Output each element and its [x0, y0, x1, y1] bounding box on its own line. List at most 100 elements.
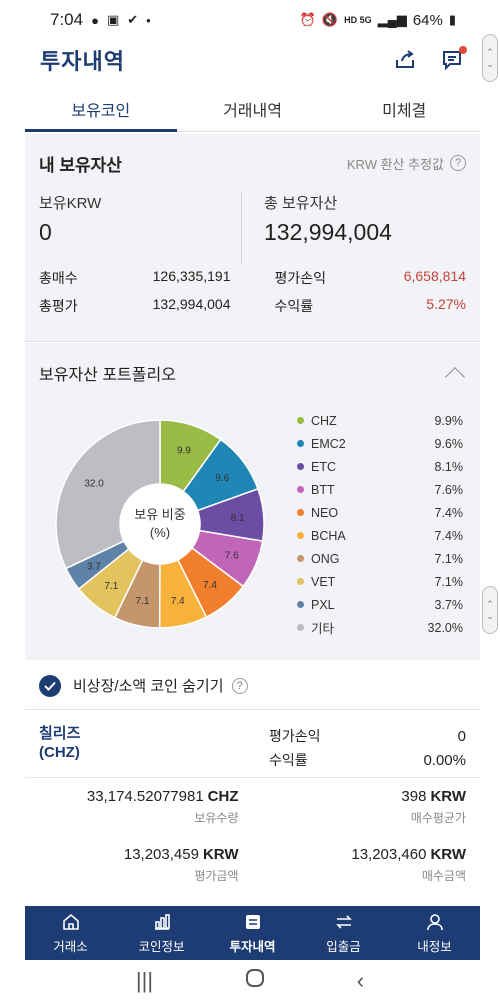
legend-item: NEO 7.4%: [297, 501, 463, 524]
coin-avg-value: 398: [401, 788, 427, 805]
nav-deposit-withdraw-label: 입출금: [326, 939, 361, 954]
coin-name: 칠리즈 (CHZ): [39, 724, 269, 777]
chat-icon[interactable]: [440, 46, 467, 73]
my-assets-panel: 내 보유자산 KRW 환산 추정값 ? 보유KRW 0 총 보유자산 132,9…: [25, 134, 480, 342]
coin-pnl-label: 평가손익: [269, 728, 321, 744]
coin-qty-label: 보유수량: [194, 811, 239, 825]
legend-percent: 7.4%: [434, 528, 464, 543]
coin-roi-row: 수익률 0.00%: [269, 748, 466, 772]
eval-total: 총평가 132,994,004: [39, 296, 253, 316]
legend-percent: 7.1%: [434, 551, 464, 566]
portfolio-body: 9.9 9.6 8.1 7.6 7.4 7.4 7.1 7.1 3.7 32.0 보유 비중 (%…: [25, 403, 480, 653]
pnl-value: 6,658,814: [403, 268, 466, 284]
mute-icon: 🔇: [321, 12, 339, 27]
pie-slice-label: 7.4: [171, 596, 185, 607]
tab-pending[interactable]: 미체결: [328, 86, 480, 131]
legend-item: 기타 32.0%: [297, 616, 463, 639]
coin-avg-price: 398 KRW 매수평균가: [267, 788, 466, 826]
nav-coin-info[interactable]: 코인정보: [116, 906, 207, 960]
krw-holding-label: 보유KRW: [39, 195, 102, 212]
pie-slice-label: 7.1: [136, 596, 150, 607]
nav-deposit-withdraw[interactable]: 입출금: [298, 906, 389, 960]
help-icon[interactable]: ?: [231, 677, 248, 694]
total-holding-label: 총 보유자산: [264, 195, 338, 212]
share-icon[interactable]: [392, 47, 418, 73]
legend-swatch: [297, 440, 304, 447]
total-holding-value: 132,994,004: [264, 219, 392, 245]
battery-level: 64%: [412, 11, 443, 29]
legend-label: ETC: [311, 459, 336, 474]
buy-total: 총매수 126,335,191: [39, 268, 253, 288]
portfolio-legend: CHZ 9.9% EMC2 9.6% ETC 8.1% BTT 7.6% NEO 7.4% BCHA…: [297, 409, 463, 639]
battery-icon: ▮: [448, 12, 456, 27]
coin-pnl-value: 0: [457, 727, 466, 745]
legend-item: ETC 8.1%: [297, 455, 463, 478]
coin-card[interactable]: 칠리즈 (CHZ) 평가손익 0 수익률 0.00% 33,174.520779…: [25, 712, 480, 904]
roi-value: 5.27%: [426, 296, 466, 312]
hide-small-coins-toggle[interactable]: 비상장/소액 코인 숨기기 ?: [25, 662, 480, 710]
krw-estimate-label: KRW 환산 추정값: [346, 156, 444, 172]
legend-label: ONG: [311, 551, 340, 566]
coin-roi-label: 수익률: [269, 752, 308, 768]
coin-qty-unit: CHZ: [207, 788, 239, 805]
coin-details: 33,174.52077981 CHZ 보유수량 398 KRW 매수평균가 13,…: [25, 778, 480, 894]
tab-pending-label: 미체결: [382, 102, 427, 120]
legend-item: CHZ 9.9%: [297, 409, 463, 432]
nav-my-info[interactable]: 내정보: [389, 906, 480, 960]
pie-slice-label: 7.1: [104, 581, 118, 592]
krw-estimate-note[interactable]: KRW 환산 추정값 ?: [347, 154, 466, 173]
chat-notification-icon: ●: [91, 12, 99, 28]
app-notification-icon: ✔: [127, 12, 139, 27]
nav-investments[interactable]: 투자내역: [207, 906, 298, 960]
coin-eval-label: 평가금액: [194, 869, 239, 883]
tab-bar: 보유코인 거래내역 미체결: [25, 86, 480, 132]
collapse-chevron-icon[interactable]: [445, 367, 465, 387]
coin-buy-label: 매수금액: [421, 869, 466, 883]
status-bar: 7:04 ● ▣ ✔ • ⏰ 🔇 HD 5G ▂▄▆ 64% ▮: [0, 0, 500, 40]
donut-center-unit: (%): [150, 525, 170, 540]
legend-label: 기타: [311, 622, 335, 636]
coin-buy-amount: 13,203,460 KRW 매수금액: [267, 846, 466, 884]
legend-label: PXL: [311, 597, 335, 612]
legend-item: BCHA 7.4%: [297, 524, 463, 547]
coin-buy-unit: KRW: [430, 846, 466, 863]
coin-eval-value: 13,203,459: [123, 846, 199, 863]
nav-coin-info-label: 코인정보: [138, 939, 185, 954]
recent-apps-icon[interactable]: |||: [135, 968, 154, 993]
tab-holdings[interactable]: 보유코인: [25, 86, 177, 132]
my-assets-header: 내 보유자산 KRW 환산 추정값 ?: [25, 134, 480, 192]
back-icon[interactable]: ‹: [356, 968, 365, 993]
pnl-label: 평가손익: [274, 270, 327, 286]
status-left: 7:04 ● ▣ ✔ •: [50, 10, 151, 30]
edge-panel-handle-top[interactable]: ⌃ ⌄: [482, 34, 498, 82]
legend-item: EMC2 9.6%: [297, 432, 463, 455]
tab-trade-history[interactable]: 거래내역: [177, 86, 329, 131]
edge-panel-handle-mid[interactable]: ⌃ ⌄: [482, 586, 498, 634]
pie-slice-label: 7.4: [203, 580, 217, 591]
roi-label: 수익률: [274, 298, 314, 314]
nav-exchange[interactable]: 거래소: [25, 906, 116, 960]
legend-swatch: [297, 509, 304, 516]
chart-icon: [154, 913, 170, 930]
checkbox-checked-icon[interactable]: [39, 674, 61, 697]
coin-qty: 33,174.52077981 CHZ 보유수량: [39, 788, 267, 826]
pie-slice-label: 9.9: [177, 446, 191, 457]
legend-percent: 7.6%: [434, 482, 464, 497]
home-button-icon[interactable]: [245, 968, 265, 994]
legend-swatch: [297, 486, 304, 493]
signal-icon: ▂▄▆: [377, 12, 407, 27]
legend-swatch: [297, 463, 304, 470]
krw-holding-value: 0: [39, 219, 52, 245]
legend-label: EMC2: [311, 436, 346, 451]
portfolio-header[interactable]: 보유자산 포트폴리오: [25, 343, 480, 403]
asset-stats-row: 총매수 126,335,191 평가손익 6,658,814: [39, 264, 466, 292]
eval-total-value: 132,994,004: [152, 296, 231, 312]
my-assets-title: 내 보유자산: [39, 155, 122, 175]
coin-buy-value: 13,203,460: [351, 846, 427, 863]
legend-percent: 7.4%: [434, 505, 464, 520]
portfolio-donut-chart: 9.99.68.17.67.47.47.17.13.732.0 보유 비중 (%…: [55, 419, 265, 629]
pie-slice-label: 7.6: [225, 551, 239, 562]
coin-card-header: 칠리즈 (CHZ) 평가손익 0 수익률 0.00%: [25, 712, 480, 778]
more-dot-icon: •: [146, 12, 151, 28]
transfer-icon: [335, 914, 352, 929]
